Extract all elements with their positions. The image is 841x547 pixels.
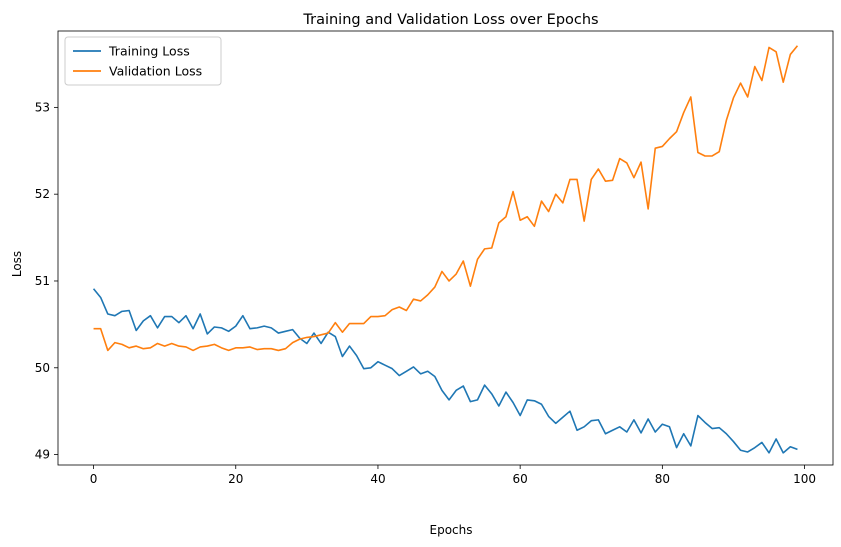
plot-frame xyxy=(57,30,834,466)
chart-title: Training and Validation Loss over Epochs xyxy=(302,12,598,28)
x-tick-label: 60 xyxy=(513,472,528,486)
validation-loss-line xyxy=(93,45,799,352)
x-tick-label: 80 xyxy=(655,472,670,486)
y-tick-label: 51 xyxy=(35,274,50,288)
validation-loss-legend-label: Validation Loss xyxy=(109,64,202,79)
plot-area xyxy=(57,30,834,466)
x-tick-label: 20 xyxy=(228,472,243,486)
training-loss-legend-label: Training Loss xyxy=(108,44,190,59)
y-tick-label: 52 xyxy=(35,187,50,201)
x-tick-label: 0 xyxy=(90,472,98,486)
y-tick-label: 50 xyxy=(35,361,50,375)
x-tick-label: 40 xyxy=(370,472,385,486)
y-axis-label: Loss xyxy=(10,251,24,277)
y-tick-label: 53 xyxy=(35,100,50,114)
x-axis-label: Epochs xyxy=(430,523,473,537)
x-axis: 0 20 40 60 80 100 xyxy=(90,465,816,486)
training-loss-line xyxy=(92,288,798,454)
y-tick-label: 49 xyxy=(35,448,50,462)
y-axis: 49 50 51 52 53 xyxy=(35,100,58,462)
legend: Training Loss Validation Loss xyxy=(64,36,222,86)
x-tick-label: 100 xyxy=(793,472,816,486)
legend-box xyxy=(64,36,222,86)
